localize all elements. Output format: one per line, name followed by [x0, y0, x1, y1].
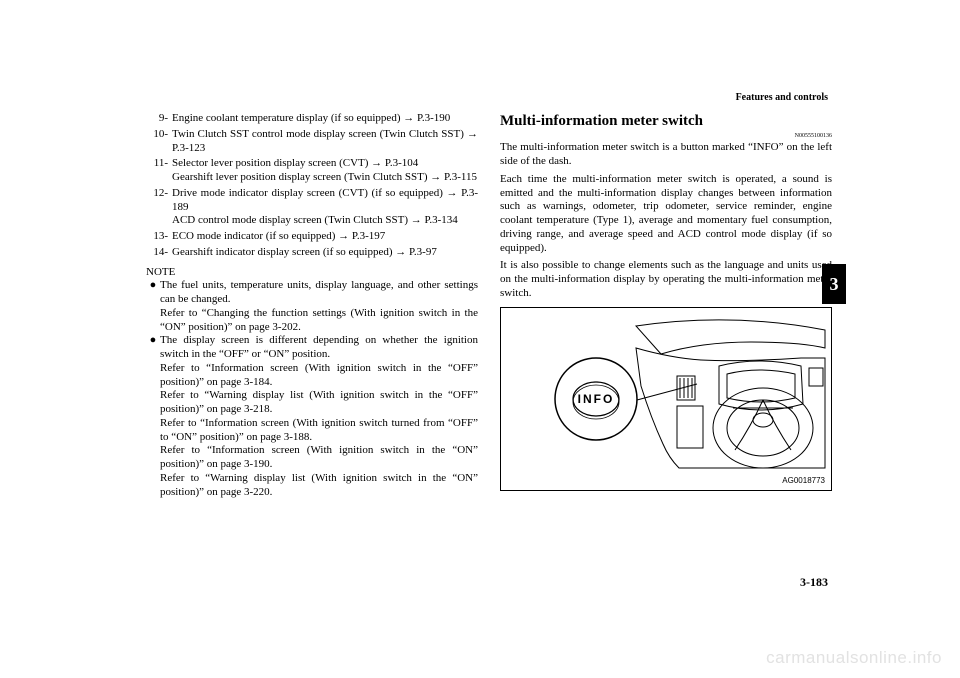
item-number: 14-	[146, 246, 172, 260]
header-section-title: Features and controls	[736, 92, 828, 103]
list-item: 10- Twin Clutch SST control mode display…	[146, 128, 478, 156]
list-item: 12- Drive mode indicator display screen …	[146, 187, 478, 228]
page-number: 3-183	[800, 575, 828, 590]
reference-line: Refer to “Information screen (With ignit…	[160, 417, 478, 445]
bullet-dot-icon: ●	[146, 334, 160, 362]
document-code: N00555100136	[500, 133, 832, 141]
reference-line: Refer to “Warning display list (With ign…	[160, 472, 478, 500]
list-item: 14- Gearshift indicator display screen (…	[146, 246, 478, 260]
bullet-dot-icon: ●	[146, 279, 160, 307]
item-number: 13-	[146, 230, 172, 244]
bullet-item: ● The fuel units, temperature units, dis…	[146, 279, 478, 307]
item-text: Selector lever position display screen (…	[172, 157, 478, 185]
list-item: 9- Engine coolant temperature display (i…	[146, 112, 478, 126]
bullet-item: ● The display screen is different depend…	[146, 334, 478, 362]
bullet-text: The display screen is different dependin…	[160, 334, 478, 362]
body-paragraph: The multi-information meter switch is a …	[500, 141, 832, 169]
item-text: Drive mode indicator display screen (CVT…	[172, 187, 478, 228]
right-column: Multi-information meter switch N00555100…	[500, 112, 832, 491]
chapter-tab: 3	[822, 264, 846, 304]
info-button-callout: INFO	[553, 356, 639, 442]
dashboard-figure: INFO AG0018773	[500, 307, 832, 491]
list-item: 13- ECO mode indicator (if so equipped) …	[146, 230, 478, 244]
item-number: 10-	[146, 128, 172, 156]
note-label: NOTE	[146, 266, 478, 280]
left-column: 9- Engine coolant temperature display (i…	[146, 112, 478, 499]
body-paragraph: It is also possible to change elements s…	[500, 259, 832, 300]
watermark: carmanualsonline.info	[766, 648, 942, 668]
dashboard-illustration	[501, 308, 831, 490]
item-number: 9-	[146, 112, 172, 126]
reference-line: Refer to “Warning display list (With ign…	[160, 389, 478, 417]
bullet-text: The fuel units, temperature units, displ…	[160, 279, 478, 307]
manual-page: Features and controls 9- Engine coolant …	[0, 0, 960, 678]
item-text: ECO mode indicator (if so equipped) → P.…	[172, 230, 478, 244]
section-title: Multi-information meter switch	[500, 112, 832, 131]
reference-line: Refer to “Information screen (With ignit…	[160, 362, 478, 390]
list-item: 11- Selector lever position display scre…	[146, 157, 478, 185]
reference-line: Refer to “Information screen (With ignit…	[160, 444, 478, 472]
item-number: 12-	[146, 187, 172, 228]
note-bullet-list: ● The fuel units, temperature units, dis…	[146, 279, 478, 499]
figure-caption: AG0018773	[782, 476, 825, 486]
reference-line: Refer to “Changing the function settings…	[160, 307, 478, 335]
item-text: Twin Clutch SST control mode display scr…	[172, 128, 478, 156]
info-button-label: INFO	[578, 392, 615, 406]
item-number: 11-	[146, 157, 172, 185]
numbered-list: 9- Engine coolant temperature display (i…	[146, 112, 478, 260]
item-text: Engine coolant temperature display (if s…	[172, 112, 478, 126]
body-paragraph: Each time the multi-information meter sw…	[500, 173, 832, 256]
item-text: Gearshift indicator display screen (if s…	[172, 246, 478, 260]
